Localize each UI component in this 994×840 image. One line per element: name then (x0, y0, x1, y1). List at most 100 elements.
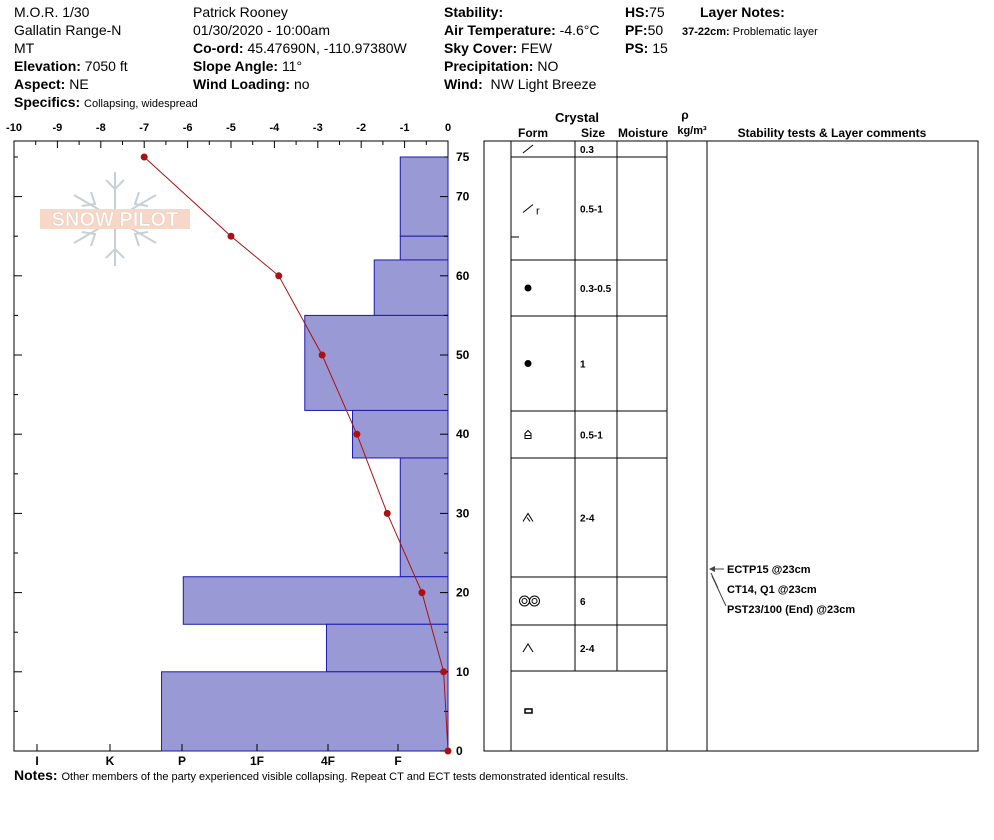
logo-text: SNOW PILOT (52, 209, 179, 231)
height-tick-label: 30 (456, 506, 470, 520)
temp-point (275, 272, 283, 280)
air-temperature: Air Temperature: -4.6°C (444, 21, 600, 39)
new-snow-icon (522, 144, 534, 154)
wind-loading-label: Wind Loading: (193, 76, 291, 92)
ps-value: 15 (652, 40, 668, 56)
layer-notes-range: 37-22cm: (682, 26, 730, 38)
header-moisture: Moisture (618, 126, 668, 140)
header-col-4: HS:75 PF:50 PS: 15 (625, 3, 668, 57)
specifics-value: Collapsing, widespread (84, 98, 198, 110)
stability-test-label: PST23/100 (End) @23cm (727, 604, 855, 616)
sky-cover: Sky Cover: FEW (444, 39, 600, 57)
form-rime-mark: r (536, 206, 540, 218)
graupel-icon (524, 284, 532, 292)
notes-label: Notes: (14, 767, 58, 783)
wind-loading: Wind Loading: no (193, 75, 407, 93)
form-shape (522, 643, 534, 653)
form-circle (521, 598, 528, 604)
precip-value: NO (537, 58, 559, 74)
melt-form-icon (519, 595, 540, 607)
height-tick-label: 75 (456, 150, 470, 164)
form-circle (529, 595, 540, 607)
form-shape (524, 429, 532, 439)
hs-label: HS: (625, 4, 650, 20)
temp-tick-label: 0 (445, 122, 451, 134)
aspect-value: NE (69, 76, 89, 92)
depth-hoar-icon (522, 643, 534, 653)
precipitation: Precipitation: NO (444, 57, 600, 75)
layer-notes-text: Problematic layer (732, 26, 818, 38)
size-label: 0.3 (580, 145, 594, 156)
header-col-1: M.O.R. 1/30 Gallatin Range-N MT Elevatio… (14, 3, 198, 113)
wind-label: Wind: (444, 76, 483, 92)
layer-table: 0.3 r 0.5-1 0.3-0.5 1 0.5-1 2-4 6 2-4 Crystal Fo… (483, 108, 979, 752)
hardness-bar (304, 314, 449, 411)
temperature-profile (140, 153, 452, 755)
ps-label: PS: (625, 40, 649, 56)
observation-datetime: 01/30/2020 - 10:00am (193, 22, 330, 38)
row-cells: 0.3 r 0.5-1 0.3-0.5 1 0.5-1 2-4 6 2-4 (519, 144, 612, 714)
row-lines (511, 156, 667, 672)
temperature-axis: -10 -9 -8 -7 -6 -5 -4 -3 -2 -1 0 (6, 122, 451, 148)
location-name: M.O.R. 1/30 (14, 4, 90, 20)
header-rho: ρ (681, 108, 688, 122)
slope-value: 11° (281, 58, 303, 74)
height-tick-label: 40 (456, 427, 470, 441)
height-tick-label: 70 (456, 190, 470, 204)
wind-value: NW Light Breeze (490, 76, 597, 92)
temp-tick-label: -9 (53, 122, 63, 134)
snowpilot-logo: SNOW PILOT (40, 172, 190, 266)
hardness-axis: I K P 1F 4F F (35, 744, 402, 768)
height-tick-label: 10 (456, 665, 470, 679)
pf: PF:50 (625, 21, 668, 39)
temp-point (383, 509, 391, 517)
hardness-tick-label: 4F (321, 754, 335, 768)
temp-point (140, 153, 148, 161)
temp-tick-label: -5 (226, 122, 236, 134)
slope-label: Slope Angle: (193, 58, 279, 74)
hardness-bars (161, 156, 449, 752)
stability-label: Stability: (444, 4, 504, 20)
temp-point (353, 430, 361, 438)
size-label: 2-4 (580, 514, 595, 525)
temp-tick-label: -1 (400, 122, 410, 134)
coordinates: Co-ord: 45.47690N, -110.97380W (193, 39, 407, 57)
logo-band (40, 209, 190, 229)
stab-arrow-line (711, 575, 727, 607)
form-stroke (522, 204, 534, 213)
notes: Notes: Other members of the party experi… (14, 766, 628, 786)
air-temp-value: -4.6°C (559, 22, 600, 38)
hs-value: 75 (649, 4, 665, 20)
hardness-bar (161, 671, 449, 752)
hardness-bar (399, 235, 449, 261)
graupel-icon (524, 360, 532, 367)
size-label: 0.5-1 (580, 431, 603, 442)
sky-label: Sky Cover: (444, 40, 518, 56)
temp-tick-label: -10 (6, 122, 22, 134)
wind-loading-value: no (293, 76, 310, 92)
form-dot (524, 360, 532, 367)
stability-test-label: CT14, Q1 @23cm (727, 584, 817, 596)
range-name: Gallatin Range-N (14, 22, 122, 38)
elevation-value: 7050 ft (84, 58, 128, 74)
notes-text: Other members of the party experienced v… (61, 771, 629, 783)
form-shape (522, 512, 534, 522)
size-label: 2-4 (580, 644, 595, 655)
height-tick-label: 50 (456, 348, 470, 362)
temp-tick-label: -8 (96, 122, 106, 134)
header-size: Size (581, 126, 605, 140)
layer-notes: Layer Notes: 37-22cm: Problematic layer (682, 3, 818, 41)
stability-tests: ECTP15 @23cm CT14, Q1 @23cm PST23/100 (End… (709, 564, 855, 616)
form-rect (524, 708, 533, 714)
size-label: 1 (580, 360, 586, 371)
temp-point (318, 351, 326, 359)
height-tick-label: 20 (456, 586, 470, 600)
aspect: Aspect: NE (14, 75, 198, 93)
temp-tick-label: -7 (139, 122, 149, 134)
size-label: 6 (580, 597, 586, 608)
slope-angle: Slope Angle: 11° (193, 57, 407, 75)
wind: Wind: NW Light Breeze (444, 75, 600, 93)
header-stability-comments: Stability tests & Layer comments (738, 126, 927, 140)
ice-crust-icon (524, 708, 533, 714)
observer-name: Patrick Rooney (193, 4, 288, 20)
